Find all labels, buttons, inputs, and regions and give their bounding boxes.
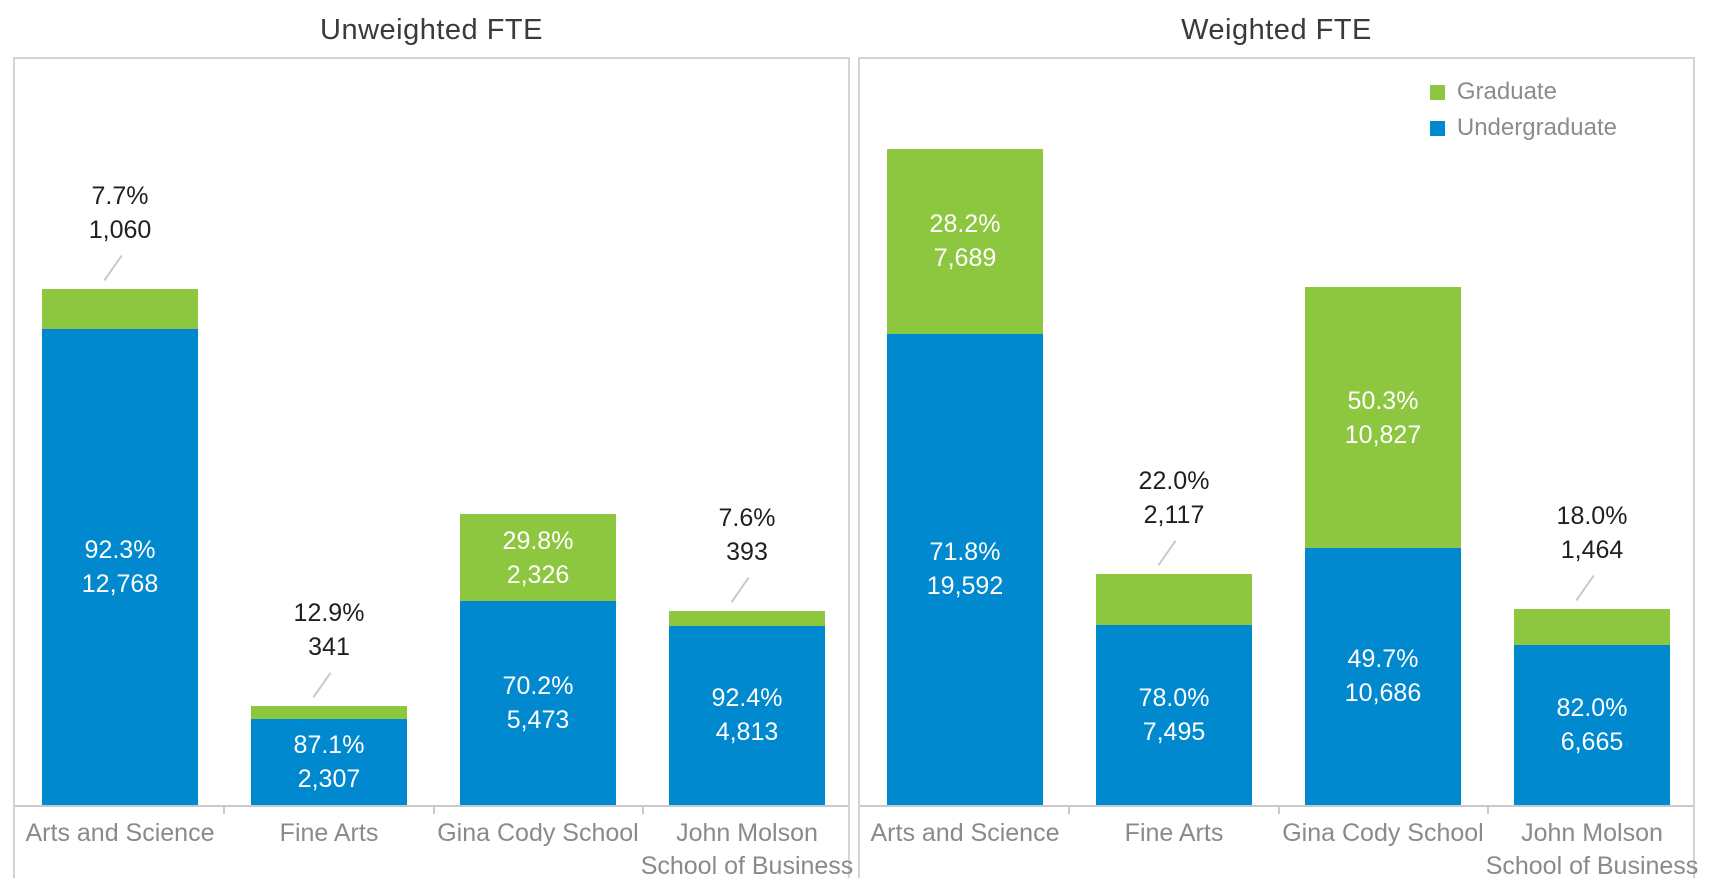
graduate-outside-label: 22.0% 2,117 [1138, 466, 1210, 529]
legend-label: Undergraduate [1456, 114, 1617, 141]
legend-label: Graduate [1456, 78, 1557, 105]
label-leader-line [730, 576, 750, 603]
undergraduate-segment: 71.8% 19,592 [887, 333, 1043, 805]
undergraduate-inside-label: 92.3% 12,768 [81, 535, 159, 598]
axis-label-fine-arts: Fine Arts [279, 819, 379, 847]
axis-label-fine-arts: Fine Arts [1124, 819, 1224, 847]
graduate-segment: 29.8% 2,326 [460, 514, 616, 601]
x-axis-tick [1068, 807, 1070, 814]
graduate-swatch-icon [1429, 84, 1445, 100]
legend-item-graduate: Graduate [1429, 78, 1617, 106]
axis-label-arts-and-science: Arts and Science [870, 819, 1060, 847]
undergraduate-inside-label: 82.0% 6,665 [1556, 693, 1628, 756]
undergraduate-inside-label: 71.8% 19,592 [926, 538, 1004, 601]
undergraduate-segment: 49.7% 10,686 [1305, 547, 1461, 805]
graduate-inside-label: 28.2% 7,689 [929, 210, 1001, 272]
bar-unweighted-fte-fine-arts: 87.1% 2,307 [251, 706, 407, 805]
undergraduate-inside-label: 49.7% 10,686 [1344, 645, 1422, 708]
weighted-fte-panel: 28.2% 7,689 71.8% 19,592 78.0% 7,495 22.0% … [858, 57, 1698, 880]
x-axis-tick [223, 807, 225, 814]
undergraduate-segment: 92.3% 12,768 [42, 328, 198, 805]
graduate-segment [1096, 573, 1252, 625]
graduate-outside-label: 7.6% 393 [718, 503, 776, 566]
bar-weighted-fte-fine-arts: 78.0% 7,495 [1096, 573, 1252, 805]
unweighted-fte-panel: 92.3% 12,768 7.7% 1,060 87.1% 2,307 12.9% 3… [13, 57, 853, 880]
undergraduate-inside-label: 92.4% 4,813 [711, 684, 783, 747]
weighted-fte-chart: Weighted FTE 28.2% 7,689 71.8% 19,592 78.0%… [858, 0, 1698, 896]
unweighted-fte-chart: Unweighted FTE 92.3% 12,768 7.7% 1,060 87.1… [13, 0, 853, 896]
unweighted-fte-plot-area: 92.3% 12,768 7.7% 1,060 87.1% 2,307 12.9% 3… [15, 59, 848, 805]
axis-label-john-molson: John Molson School of Business [640, 819, 854, 880]
bar-weighted-fte-gina-cody-school: 50.3% 10,827 49.7% 10,686 [1305, 287, 1461, 805]
label-leader-line [1157, 539, 1177, 566]
bar-unweighted-fte-john-molson: 92.4% 4,813 [669, 610, 825, 805]
legend: Graduate Undergraduate [1429, 78, 1617, 142]
x-axis-line [15, 805, 848, 807]
x-axis-line [860, 805, 1693, 807]
undergraduate-segment: 82.0% 6,665 [1514, 644, 1670, 805]
axis-label-gina-cody-school: Gina Cody School [437, 819, 639, 847]
graduate-outside-label: 7.7% 1,060 [88, 182, 152, 245]
undergraduate-inside-label: 78.0% 7,495 [1138, 683, 1210, 746]
undergraduate-segment: 92.4% 4,813 [669, 625, 825, 805]
undergraduate-segment: 78.0% 7,495 [1096, 624, 1252, 805]
undergraduate-segment: 70.2% 5,473 [460, 600, 616, 805]
x-axis-tick [642, 807, 644, 814]
bar-weighted-fte-arts-and-science: 28.2% 7,689 71.8% 19,592 [887, 148, 1043, 805]
graduate-segment [251, 706, 407, 719]
undergraduate-segment: 87.1% 2,307 [251, 718, 407, 805]
bar-weighted-fte-john-molson: 82.0% 6,665 [1514, 609, 1670, 805]
graduate-segment [669, 610, 825, 626]
x-axis-tick [433, 807, 435, 814]
weighted-fte-plot-area: 28.2% 7,689 71.8% 19,592 78.0% 7,495 22.0% … [860, 59, 1693, 805]
graduate-segment [1514, 609, 1670, 645]
x-axis-tick [1487, 807, 1489, 814]
legend-item-undergraduate: Undergraduate [1429, 114, 1617, 142]
graduate-inside-label: 50.3% 10,827 [1344, 386, 1422, 449]
x-axis-tick [1278, 807, 1280, 814]
graduate-inside-label: 29.8% 2,326 [502, 526, 574, 589]
graduate-segment [42, 289, 198, 329]
axis-label-john-molson: John Molson School of Business [1485, 819, 1699, 880]
label-leader-line [103, 255, 123, 282]
label-leader-line [312, 672, 332, 699]
undergraduate-swatch-icon [1429, 120, 1445, 136]
graduate-outside-label: 18.0% 1,464 [1556, 502, 1628, 565]
axis-label-gina-cody-school: Gina Cody School [1282, 819, 1484, 847]
chart-title-weighted-fte: Weighted FTE [1181, 14, 1372, 46]
graduate-segment: 50.3% 10,827 [1305, 287, 1461, 548]
label-leader-line [1575, 575, 1595, 602]
graduate-outside-label: 12.9% 341 [293, 599, 365, 662]
undergraduate-inside-label: 87.1% 2,307 [293, 730, 365, 793]
bar-unweighted-fte-arts-and-science: 92.3% 12,768 [42, 289, 198, 805]
chart-title-unweighted-fte: Unweighted FTE [320, 14, 543, 46]
undergraduate-inside-label: 70.2% 5,473 [502, 671, 574, 734]
axis-label-arts-and-science: Arts and Science [25, 819, 215, 847]
bar-unweighted-fte-gina-cody-school: 29.8% 2,326 70.2% 5,473 [460, 514, 616, 805]
graduate-segment: 28.2% 7,689 [887, 148, 1043, 334]
